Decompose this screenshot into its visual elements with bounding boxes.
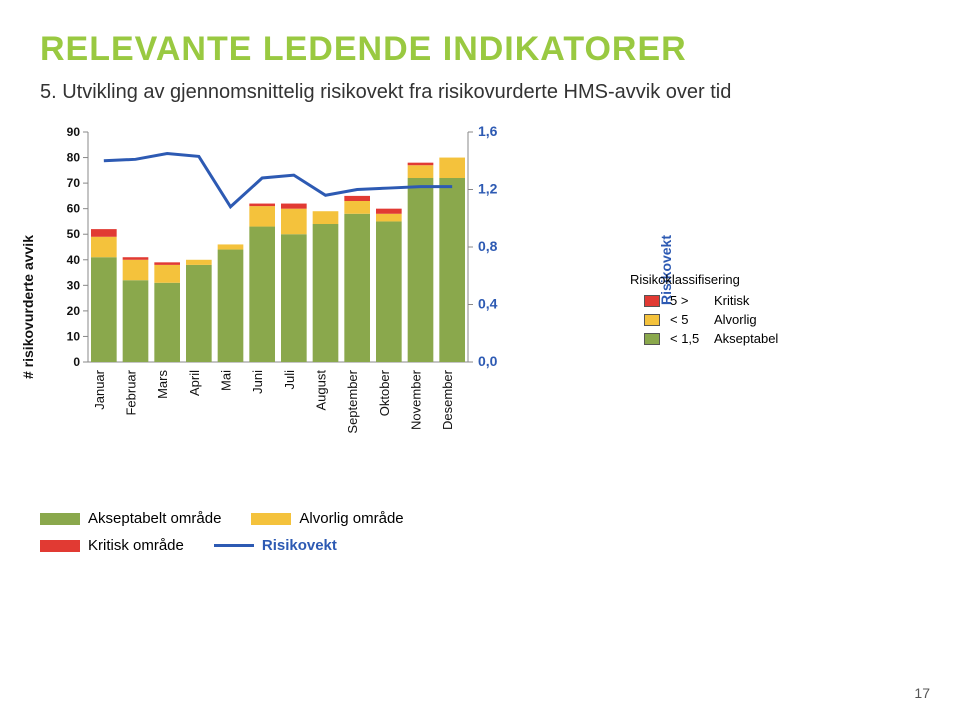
svg-text:Oktober: Oktober bbox=[377, 369, 392, 416]
legend-risk-classification: Risikoklassifisering 5 > Kritisk < 5 Alvorl… bbox=[630, 272, 778, 350]
legend-swatch bbox=[644, 314, 660, 326]
legend-swatch bbox=[251, 513, 291, 525]
legend-bottom-item: Alvorlig område bbox=[251, 510, 403, 527]
svg-text:70: 70 bbox=[67, 176, 81, 190]
svg-text:Mai: Mai bbox=[219, 370, 234, 391]
page-number: 17 bbox=[914, 685, 930, 701]
legend-threshold: 5 > bbox=[670, 293, 704, 308]
legend-bottom-item: Kritisk område bbox=[40, 537, 184, 554]
svg-text:90: 90 bbox=[67, 125, 81, 139]
legend-label: Alvorlig bbox=[714, 312, 757, 327]
chart-container: # risikovurderte avvik Risikovekt 010203… bbox=[40, 122, 600, 492]
legend-label: Kritisk bbox=[714, 293, 749, 308]
svg-text:80: 80 bbox=[67, 151, 81, 165]
svg-text:Desember: Desember bbox=[440, 369, 455, 430]
svg-text:Januar: Januar bbox=[92, 369, 107, 409]
svg-text:50: 50 bbox=[67, 227, 81, 241]
legend-bottom-item: Risikovekt bbox=[214, 537, 337, 554]
legend-threshold: < 1,5 bbox=[670, 331, 704, 346]
legend-right-header: Risikoklassifisering bbox=[630, 272, 778, 287]
legend-swatch bbox=[644, 333, 660, 345]
svg-text:40: 40 bbox=[67, 253, 81, 267]
legend-swatch bbox=[40, 513, 80, 525]
legend-label: Risikovekt bbox=[262, 537, 337, 554]
svg-text:0,4: 0,4 bbox=[478, 296, 498, 312]
svg-text:10: 10 bbox=[67, 329, 81, 343]
legend-swatch bbox=[644, 295, 660, 307]
svg-text:20: 20 bbox=[67, 304, 81, 318]
legend-right-item: 5 > Kritisk bbox=[644, 293, 778, 308]
svg-text:September: September bbox=[345, 369, 360, 433]
page-title: RELEVANTE LEDENDE INDIKATORER bbox=[40, 30, 920, 69]
legend-swatch bbox=[40, 540, 80, 552]
svg-text:1,2: 1,2 bbox=[478, 181, 498, 197]
legend-threshold: < 5 bbox=[670, 312, 704, 327]
y1-axis-label: # risikovurderte avvik bbox=[20, 235, 36, 379]
legend-label: Akseptabelt område bbox=[88, 510, 221, 527]
legend-line-swatch bbox=[214, 544, 254, 547]
legend-bottom: Akseptabelt område Alvorlig område Kritis… bbox=[40, 510, 920, 554]
page-subtitle: 5. Utvikling av gjennomsnittelig risikov… bbox=[40, 81, 920, 104]
svg-text:August: August bbox=[314, 370, 329, 411]
chart-svg: 0 10 20 30 40 50 60 70 80 90 0,0 0,4 0,8 1,2 1,6 Januar… bbox=[40, 122, 600, 492]
svg-text:Februar: Februar bbox=[124, 369, 139, 415]
svg-text:30: 30 bbox=[67, 278, 81, 292]
svg-text:0: 0 bbox=[73, 355, 80, 369]
svg-text:Mars: Mars bbox=[155, 370, 170, 399]
legend-right-item: < 1,5 Akseptabel bbox=[644, 331, 778, 346]
svg-text:0,8: 0,8 bbox=[478, 238, 498, 254]
svg-text:Juli: Juli bbox=[282, 370, 297, 390]
svg-text:60: 60 bbox=[67, 202, 81, 216]
svg-text:November: November bbox=[409, 369, 424, 430]
svg-text:0,0: 0,0 bbox=[478, 353, 498, 369]
svg-text:1,6: 1,6 bbox=[478, 123, 498, 139]
legend-right-item: < 5 Alvorlig bbox=[644, 312, 778, 327]
legend-bottom-item: Akseptabelt område bbox=[40, 510, 221, 527]
svg-text:Juni: Juni bbox=[250, 370, 265, 394]
legend-label: Alvorlig område bbox=[299, 510, 403, 527]
svg-text:April: April bbox=[187, 370, 202, 396]
legend-label: Kritisk område bbox=[88, 537, 184, 554]
legend-label: Akseptabel bbox=[714, 331, 778, 346]
